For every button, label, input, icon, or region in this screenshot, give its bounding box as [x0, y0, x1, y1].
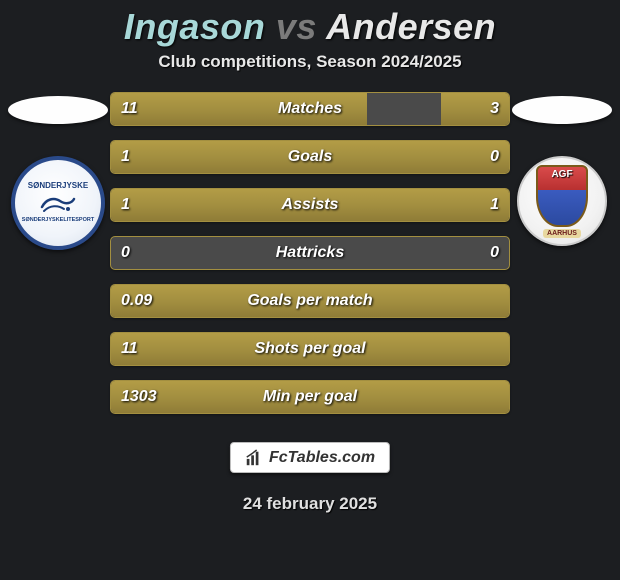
- brand-badge[interactable]: FcTables.com: [230, 442, 390, 473]
- club-1-text: SØNDERJYSKE SØNDERJYSKELITESPORT: [22, 182, 94, 224]
- comparison-title: Ingason vs Andersen: [0, 0, 620, 48]
- stat-fill-right: [309, 189, 509, 221]
- player-2-club-logo: AGF AARHUS: [517, 156, 607, 246]
- stat-row: Min per goal1303: [110, 380, 510, 414]
- club-1-text-top: SØNDERJYSKE: [28, 181, 88, 190]
- stat-label: Hattricks: [111, 237, 509, 269]
- club-2-ribbon-text: AARHUS: [543, 229, 581, 238]
- player-1-club-logo: SØNDERJYSKE SØNDERJYSKELITESPORT: [11, 156, 105, 250]
- date-text: 24 february 2025: [0, 494, 620, 514]
- stat-row: Hattricks0 0: [110, 236, 510, 270]
- stat-row: Shots per goal11: [110, 332, 510, 366]
- player-1-name: Ingason: [124, 6, 266, 47]
- stat-fill-right: [441, 93, 509, 125]
- stat-fill-left: [111, 141, 510, 173]
- stat-fill-left: [111, 189, 311, 221]
- club-1-text-bottom: SØNDERJYSKELITESPORT: [22, 217, 94, 223]
- player-1-photo-placeholder: [8, 96, 108, 124]
- stat-row: Assists11: [110, 188, 510, 222]
- stat-fill-left: [111, 285, 510, 317]
- brand-chart-icon: [245, 449, 263, 467]
- vs-separator: vs: [276, 6, 317, 47]
- stat-fill-left: [111, 381, 510, 413]
- stat-row: Goals10: [110, 140, 510, 174]
- subtitle: Club competitions, Season 2024/2025: [0, 52, 620, 72]
- club-2-shield-icon: AGF: [536, 165, 588, 227]
- club-2-shield-text: AGF: [551, 169, 572, 180]
- stat-rows-container: Matches113 Goals10 Assists11 Hattricks0 0 Goa…: [110, 92, 510, 428]
- player-2-name: Andersen: [326, 6, 496, 47]
- stat-value-right: 0: [480, 237, 509, 269]
- stat-row: Matches113: [110, 92, 510, 126]
- player-2-photo-placeholder: [512, 96, 612, 124]
- stat-row: Goals per match0.09: [110, 284, 510, 318]
- stat-fill-left: [111, 93, 367, 125]
- player-1-badge: SØNDERJYSKE SØNDERJYSKELITESPORT: [8, 92, 108, 252]
- stats-area: SØNDERJYSKE SØNDERJYSKELITESPORT AGF AAR…: [0, 92, 620, 422]
- brand-text: FcTables.com: [269, 449, 375, 467]
- player-2-badge: AGF AARHUS: [512, 92, 612, 252]
- club-1-emblem-icon: [38, 191, 78, 215]
- stat-fill-left: [111, 333, 510, 365]
- stat-value-left: 0: [111, 237, 140, 269]
